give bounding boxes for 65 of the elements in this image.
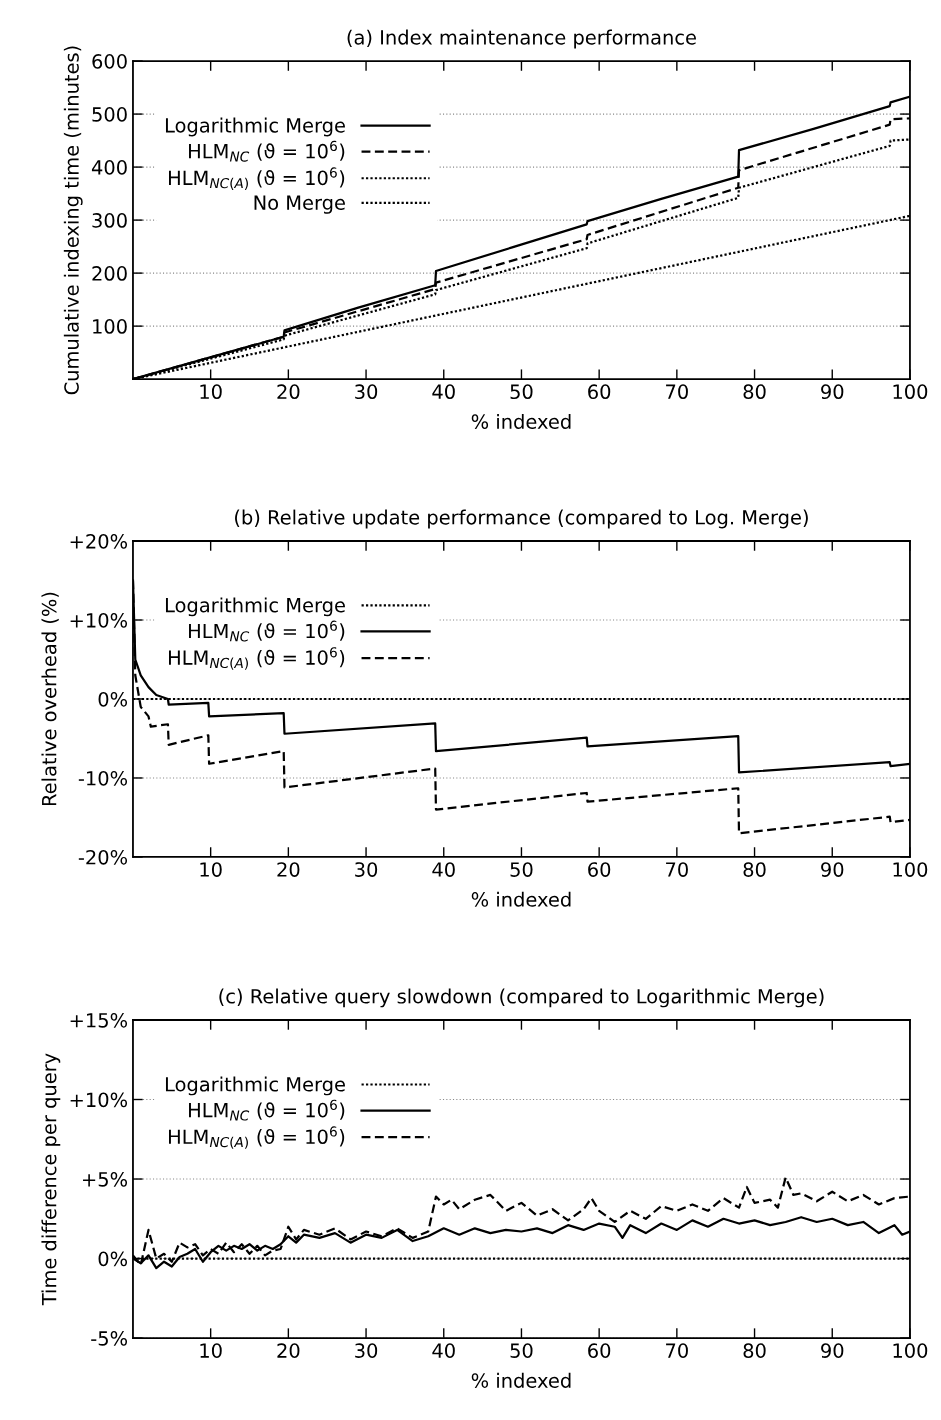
x-tick-label: 50 <box>510 384 533 400</box>
x-tick-label: 100 <box>893 862 928 877</box>
legend-label: No Merge <box>254 195 345 214</box>
y-tick-label: 400 <box>91 160 127 175</box>
x-tick-label: 20 <box>277 862 300 877</box>
chart-title: (c) Relative query slowdown (compared to Logarithmic Merge) <box>219 988 824 1008</box>
legend-label: Logarithmic Merge <box>165 1076 345 1096</box>
y-tick-label: 500 <box>92 107 127 122</box>
x-axis-title: % indexed <box>471 891 571 907</box>
legend-label: HLM$_{NC}$ (ϑ = 10$^{6}$) <box>189 140 345 162</box>
x-tick-label: 70 <box>666 862 688 877</box>
legend-label: HLM$_{NC(A)}$ (ϑ = 10$^{6}$) <box>169 1126 345 1149</box>
legend-label: HLM$_{NC}$ (ϑ = 10$^{6}$) <box>189 620 345 642</box>
legend-label: Logarithmic Merge <box>165 117 345 137</box>
chart-title: (a) Index maintenance performance <box>347 29 696 49</box>
y-tick-label: -5% <box>91 1331 128 1346</box>
legend-label: HLM$_{NC}$ (ϑ = 10$^{6}$) <box>189 1099 345 1121</box>
chart-title: (b) Relative update performance (compared to Log. Merge) <box>235 509 808 529</box>
legend-label: Logarithmic Merge <box>165 597 345 617</box>
y-axis-title: Time difference per query <box>41 1053 61 1306</box>
x-tick-label: 80 <box>743 1343 766 1358</box>
x-tick-label: 20 <box>277 1343 300 1358</box>
x-tick-label: 70 <box>666 1343 688 1358</box>
y-axis-title: Cumulative indexing time (minutes) <box>63 46 83 395</box>
x-tick-label: 40 <box>432 1343 455 1358</box>
x-axis-title: % indexed <box>471 413 571 429</box>
x-tick-label: 40 <box>432 862 455 877</box>
y-tick-label: 300 <box>92 213 127 228</box>
x-tick-label: 30 <box>355 1343 378 1358</box>
x-tick-label: 90 <box>821 384 844 400</box>
y-tick-label: +20% <box>70 533 128 549</box>
x-tick-label: 50 <box>510 1343 533 1358</box>
x-tick-label: 100 <box>893 1343 928 1358</box>
x-tick-label: 90 <box>821 1343 844 1358</box>
x-tick-label: 30 <box>355 862 378 877</box>
x-tick-label: 40 <box>432 384 455 400</box>
y-tick-label: 600 <box>92 54 127 69</box>
y-tick-label: +15% <box>70 1012 128 1028</box>
x-axis-title: % indexed <box>471 1372 571 1388</box>
x-tick-label: 10 <box>200 1343 222 1358</box>
x-tick-label: 90 <box>821 862 844 877</box>
y-tick-label: 200 <box>92 266 127 281</box>
x-tick-label: 50 <box>510 862 533 877</box>
legend-label: HLM$_{NC(A)}$ (ϑ = 10$^{6}$) <box>169 647 345 670</box>
y-tick-label: 100 <box>93 319 127 334</box>
x-tick-label: 30 <box>355 384 378 400</box>
x-tick-label: 100 <box>893 384 928 400</box>
x-tick-label: 80 <box>743 862 766 877</box>
legend-label: HLM$_{NC(A)}$ (ϑ = 10$^{6}$) <box>169 167 345 190</box>
y-axis-title: Relative overhead (%) <box>41 592 59 806</box>
x-tick-label: 80 <box>743 384 766 400</box>
x-tick-label: 60 <box>588 862 611 877</box>
y-tick-label: 0% <box>98 691 128 707</box>
x-tick-label: 60 <box>588 384 611 400</box>
x-tick-label: 20 <box>277 384 300 400</box>
x-tick-label: 10 <box>200 862 222 877</box>
y-tick-label: -20% <box>78 849 128 865</box>
y-tick-label: -10% <box>78 770 128 786</box>
y-tick-label: +10% <box>70 1092 128 1108</box>
y-tick-label: +10% <box>70 612 128 628</box>
x-tick-label: 70 <box>666 384 688 400</box>
x-tick-label: 10 <box>200 384 222 400</box>
y-tick-label: 0% <box>98 1251 128 1267</box>
y-tick-label: +5% <box>83 1171 128 1187</box>
x-tick-label: 60 <box>588 1343 611 1358</box>
